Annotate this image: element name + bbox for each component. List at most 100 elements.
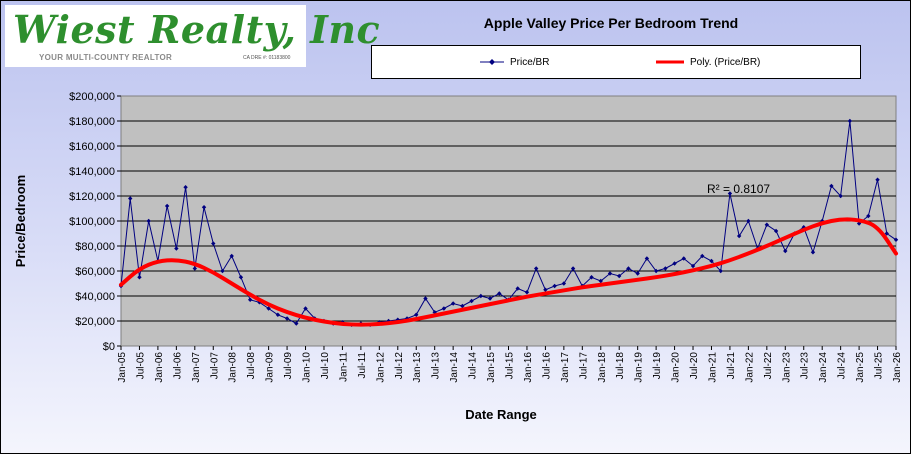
data-point xyxy=(819,218,825,224)
x-tick-label: Jan-21 xyxy=(707,352,718,383)
x-tick-label: Jan-20 xyxy=(671,352,682,383)
x-tick-label: Jan-13 xyxy=(412,352,423,383)
data-point xyxy=(700,253,705,259)
y-tick-label: $160,000 xyxy=(69,141,115,153)
y-tick-label: $100,000 xyxy=(69,216,115,228)
data-point xyxy=(847,118,853,124)
x-tick-label: Jan-25 xyxy=(855,352,866,383)
x-tick-label: Jul-08 xyxy=(246,352,257,380)
data-point xyxy=(211,241,216,246)
x-tick-label: Jul-25 xyxy=(874,352,885,380)
x-tick-label: Jan-16 xyxy=(523,352,534,383)
data-point xyxy=(884,231,889,236)
x-tick-label: Jul-12 xyxy=(394,352,405,380)
company-logo: Wiest Realty, Inc YOUR MULTI-COUNTY REAL… xyxy=(5,5,380,67)
data-point xyxy=(303,306,308,311)
data-point xyxy=(220,268,225,274)
r-squared-annotation: R² = 0.8107 xyxy=(707,182,770,196)
x-tick-label: Jul-21 xyxy=(726,352,737,380)
data-point xyxy=(478,293,484,299)
data-point xyxy=(626,266,631,271)
data-point xyxy=(201,205,207,210)
data-point xyxy=(229,253,234,259)
data-point xyxy=(783,248,788,254)
x-tick-label: Jul-18 xyxy=(615,352,626,380)
data-point xyxy=(164,203,170,209)
x-tick-label: Jan-14 xyxy=(449,352,460,383)
data-point xyxy=(423,296,428,301)
data-point xyxy=(570,266,576,271)
x-tick-label: Jan-19 xyxy=(634,352,645,383)
data-point xyxy=(552,283,557,289)
data-point xyxy=(746,218,751,224)
data-point xyxy=(810,250,816,255)
data-point xyxy=(128,196,133,201)
data-point xyxy=(146,218,151,224)
x-tick-label: Jul-16 xyxy=(541,352,552,380)
data-point xyxy=(515,286,520,291)
x-tick-label: Jan-17 xyxy=(560,352,571,383)
y-tick-label: $20,000 xyxy=(75,316,115,328)
y-tick-label: $200,000 xyxy=(69,91,115,103)
data-point xyxy=(450,301,456,306)
x-tick-label: Jul-09 xyxy=(283,352,294,380)
x-tick-label: Jan-26 xyxy=(892,352,903,383)
data-point xyxy=(635,271,640,276)
chart-legend: Price/BR Poly. (Price/BR) xyxy=(371,45,861,79)
legend-trend-icon xyxy=(656,60,684,64)
data-point xyxy=(137,275,142,280)
y-tick-label: $60,000 xyxy=(75,266,115,278)
data-point xyxy=(727,191,733,196)
data-point xyxy=(856,221,862,226)
data-point xyxy=(294,321,299,326)
data-point xyxy=(598,278,603,284)
data-point xyxy=(736,233,742,239)
x-tick-label: Jul-17 xyxy=(578,352,589,380)
trend-layer xyxy=(119,217,898,327)
data-point xyxy=(607,271,613,276)
data-point xyxy=(533,266,539,271)
x-tick-label: Jul-07 xyxy=(209,352,220,380)
y-tick-label: $40,000 xyxy=(75,291,115,303)
y-tick-label: $120,000 xyxy=(69,191,115,203)
y-tick-labels: $0 $20,000 $40,000 $60,000 $80,000 $100,000 $1… xyxy=(69,91,115,353)
data-point xyxy=(497,291,502,296)
data-point xyxy=(469,298,474,304)
x-tick-label: Jul-23 xyxy=(800,352,811,380)
x-tick-label: Jan-15 xyxy=(486,352,497,383)
data-point xyxy=(192,266,198,271)
x-tick-label: Jan-10 xyxy=(302,352,313,383)
data-point xyxy=(764,222,770,227)
legend-label-price: Price/BR xyxy=(510,56,550,68)
data-point xyxy=(875,177,880,182)
x-tick-label: Jul-05 xyxy=(135,352,146,380)
legend-line-icon xyxy=(480,59,504,65)
data-point xyxy=(838,193,843,199)
x-tick-label: Jan-23 xyxy=(781,352,792,383)
data-point xyxy=(672,261,677,266)
x-tick-label: Jan-08 xyxy=(228,352,239,383)
data-point xyxy=(414,312,419,317)
data-point xyxy=(183,185,188,190)
x-tick-label: Jul-13 xyxy=(431,352,442,380)
x-tick-label: Jul-10 xyxy=(320,352,331,380)
x-tick-label: Jan-06 xyxy=(154,352,165,383)
legend-label-trend: Poly. (Price/BR) xyxy=(690,56,761,68)
data-point xyxy=(681,256,686,261)
data-point xyxy=(543,287,548,292)
data-point xyxy=(589,275,594,280)
data-point xyxy=(524,290,530,295)
y-tick-label: $0 xyxy=(103,341,115,353)
x-tick-label: Jan-09 xyxy=(265,352,276,383)
data-point xyxy=(893,237,899,242)
chart-title: Apple Valley Price Per Bedroom Trend xyxy=(483,15,739,31)
x-tick-label: Jul-14 xyxy=(468,352,479,380)
data-point xyxy=(247,297,253,302)
x-tick-label: Jan-11 xyxy=(338,352,349,382)
y-tick-label: $80,000 xyxy=(75,241,115,253)
data-point xyxy=(174,246,179,251)
x-tick-label: Jul-15 xyxy=(505,352,516,380)
logo-license: CA DRE #: 01183800 xyxy=(243,55,291,61)
